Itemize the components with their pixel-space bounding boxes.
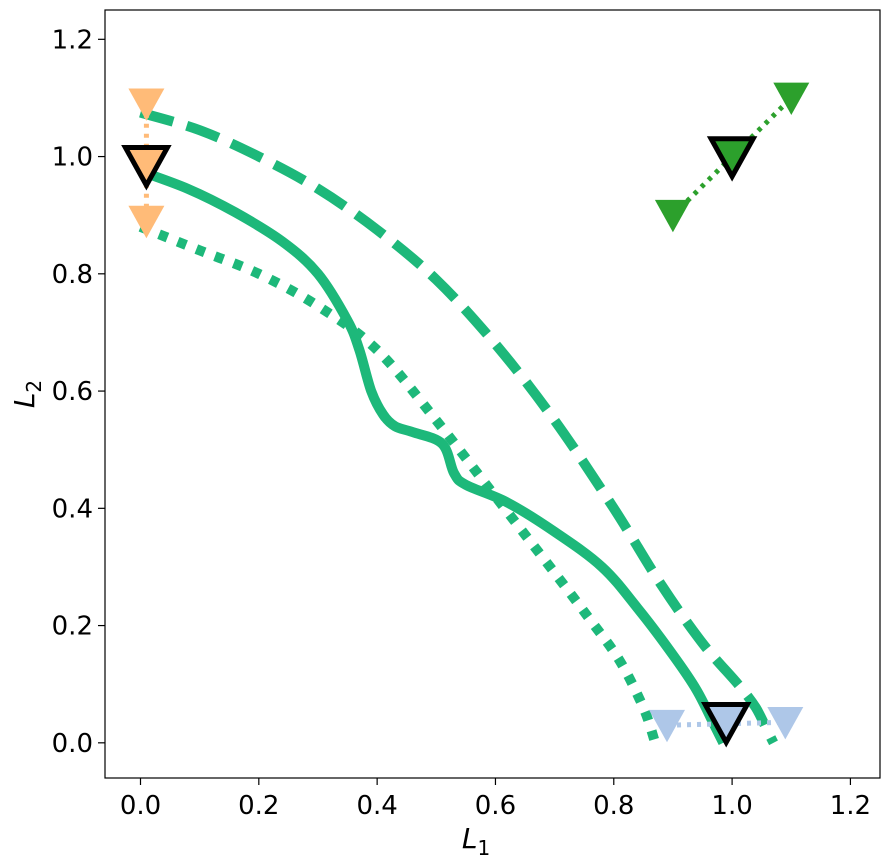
curves-layer — [138, 107, 778, 746]
x-tick-label: 1.2 — [830, 791, 871, 821]
y-tick-label: 0.6 — [52, 377, 93, 407]
front-curve-solid — [138, 166, 728, 746]
x-tick-label: 0.8 — [593, 791, 634, 821]
y-tick-label: 0.4 — [52, 494, 93, 524]
y-tick-label: 0.0 — [52, 729, 93, 759]
y-tick-label: 0.2 — [52, 612, 93, 642]
x-tick-label: 0.4 — [356, 791, 397, 821]
satellite-marker-orange — [128, 88, 165, 121]
center-marker-green — [706, 136, 758, 182]
y-axis-title: L2 — [8, 380, 46, 408]
satellite-marker-lightblue — [767, 707, 804, 740]
x-axis-title-subscript: 1 — [477, 836, 490, 860]
satellite-marker-green — [773, 82, 810, 115]
front-curve-dashed — [139, 107, 778, 746]
front-curve-dotted — [138, 222, 660, 745]
x-tick-label: 0.0 — [120, 791, 161, 821]
markers-layer — [121, 82, 810, 748]
y-axis: 0.0 0.2 0.4 0.6 0.8 1.0 1.2 — [52, 25, 105, 759]
y-axis-title-main: L — [8, 393, 41, 409]
x-axis-title-main: L — [462, 822, 478, 855]
y-tick-label: 0.8 — [52, 260, 93, 290]
y-axis-title-subscript: 2 — [22, 380, 46, 393]
x-axis: 0.0 0.2 0.4 0.6 0.8 1.0 1.2 — [120, 778, 871, 821]
x-tick-label: 0.2 — [238, 791, 279, 821]
satellite-marker-orange — [128, 205, 165, 239]
center-marker-orange — [121, 145, 172, 191]
plot-frame — [104, 9, 881, 779]
x-axis-title: L1 — [462, 822, 490, 860]
x-tick-label: 1.0 — [711, 791, 752, 821]
satellite-marker-green — [654, 199, 691, 233]
satellite-marker-lightblue — [649, 709, 685, 743]
y-tick-label: 1.0 — [52, 143, 93, 173]
x-tick-label: 0.6 — [475, 791, 516, 821]
y-tick-label: 1.2 — [52, 25, 93, 55]
center-marker-lightblue — [700, 702, 752, 748]
